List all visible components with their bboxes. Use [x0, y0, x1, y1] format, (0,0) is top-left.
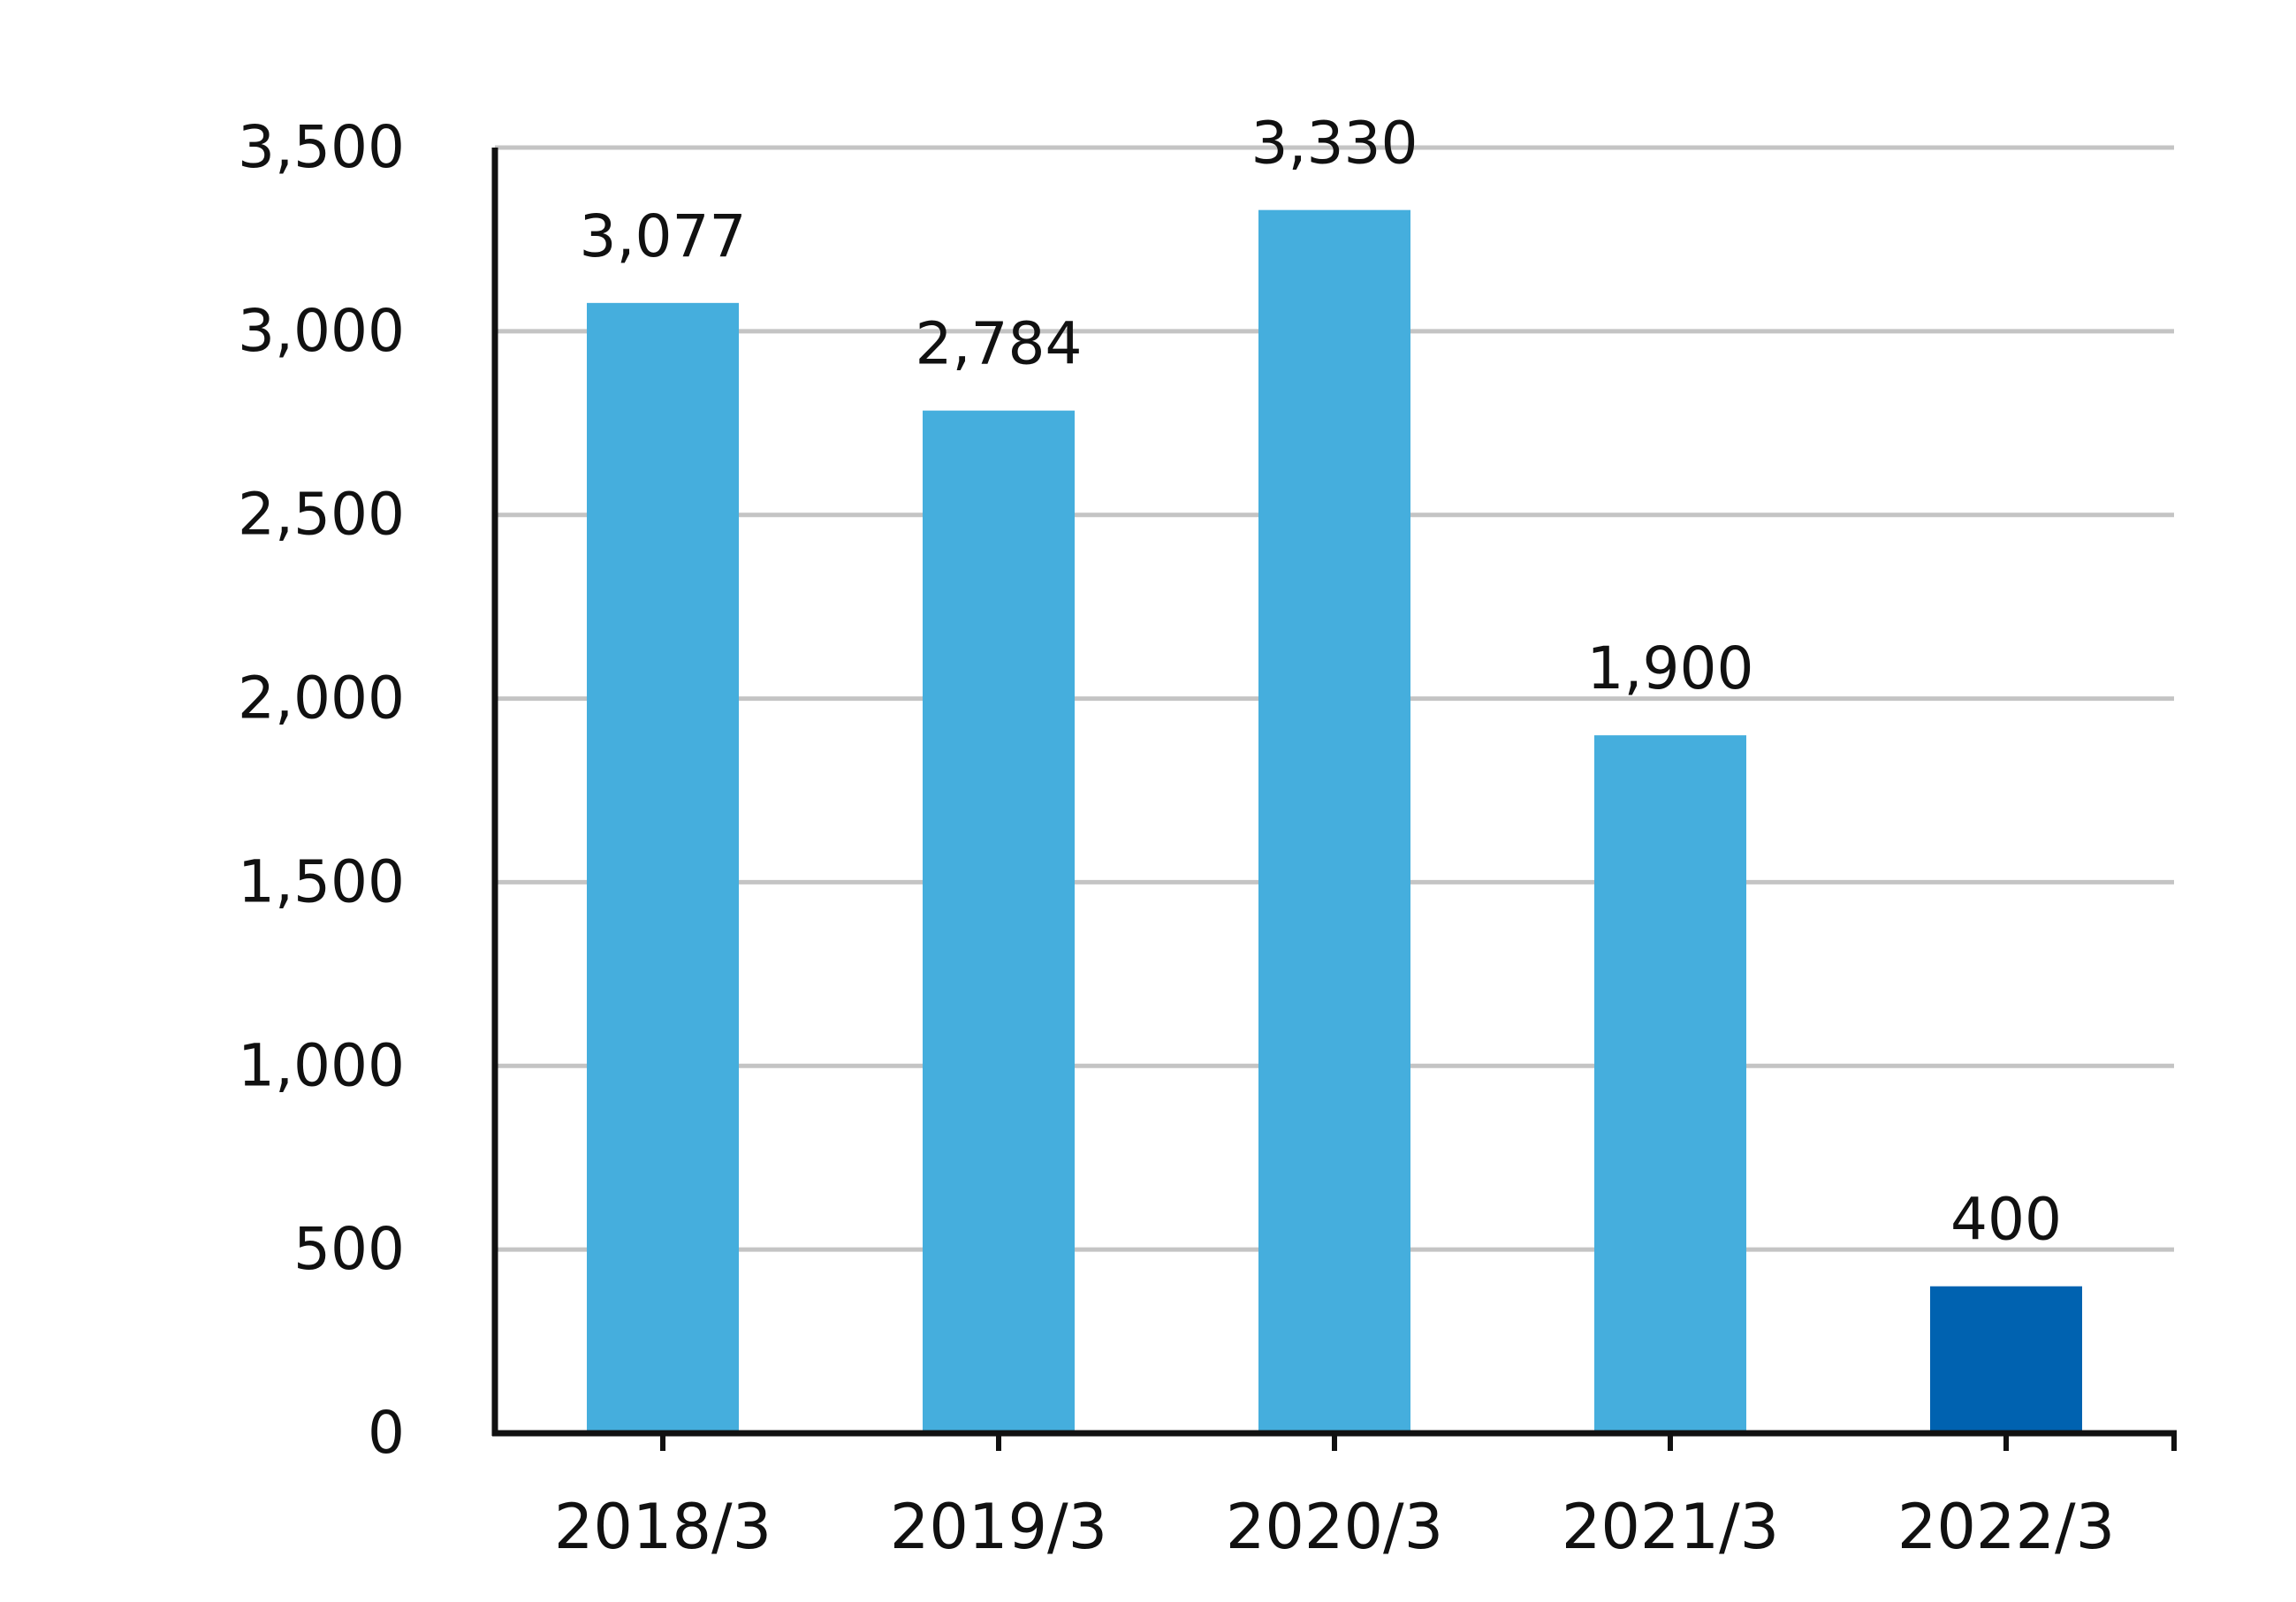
bar [1930, 1286, 2082, 1433]
data-label: 3,077 [580, 202, 747, 270]
x-tick-label: 2022/3 [1897, 1491, 2115, 1563]
data-label: 3,330 [1251, 110, 1418, 178]
data-label: 1,900 [1587, 634, 1754, 702]
x-tick-label: 2020/3 [1226, 1491, 1443, 1563]
data-label: 2,784 [916, 310, 1083, 378]
bar [587, 302, 739, 1433]
y-tick-label: 2,000 [238, 664, 405, 733]
y-tick-label: 3,000 [238, 297, 405, 365]
bars [587, 209, 2082, 1434]
labels: 0 500 1,000 1,500 2,000 2,500 3,000 3,500 3,077 2… [238, 110, 2115, 1563]
axes [491, 148, 2177, 1451]
y-tick-label: 0 [368, 1399, 405, 1467]
y-tick-label: 500 [293, 1215, 405, 1283]
x-tick-label: 2019/3 [890, 1491, 1107, 1563]
bar [1594, 735, 1746, 1433]
x-tick-label: 2018/3 [554, 1491, 772, 1563]
bar [1258, 209, 1410, 1434]
y-tick-label: 3,500 [238, 113, 405, 181]
data-label: 400 [1950, 1186, 2062, 1254]
bar [923, 410, 1075, 1434]
y-tick-label: 2,500 [238, 481, 405, 549]
x-tick-label: 2021/3 [1562, 1491, 1779, 1563]
y-tick-label: 1,000 [238, 1031, 405, 1099]
y-tick-label: 1,500 [238, 847, 405, 915]
